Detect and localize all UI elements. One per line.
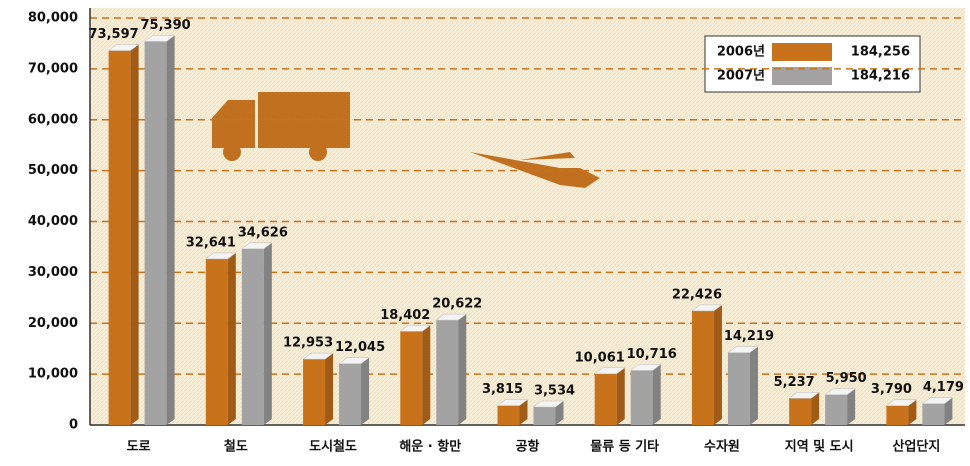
x-tick-label: 철도 (224, 439, 248, 455)
bar-top (921, 397, 954, 404)
bar-top (338, 357, 370, 364)
bar-top (824, 388, 856, 395)
legend-label: 2007년 (717, 69, 765, 84)
y-tick-label: 60,000 (28, 112, 78, 127)
value-label: 32,641 (186, 235, 236, 250)
bar-side (908, 399, 917, 425)
bar-top (496, 399, 529, 406)
bar-side (263, 242, 272, 425)
bar-top (629, 364, 662, 371)
x-tick-label: 도로 (127, 440, 151, 455)
bar-top (788, 392, 820, 399)
value-label: 18,402 (380, 308, 430, 323)
value-label: 12,953 (283, 336, 333, 351)
value-label: 22,426 (672, 287, 722, 302)
value-label: 20,622 (432, 297, 482, 312)
legend-swatch (772, 67, 832, 85)
bar-top (691, 304, 723, 312)
bar-top (532, 400, 565, 408)
value-label: 3,534 (534, 384, 575, 399)
x-tick-label: 산업단지 (892, 439, 940, 455)
bar-side (422, 325, 431, 425)
legend: 2006년 184,256 2007년 184,216 (704, 35, 921, 93)
bar (400, 331, 423, 425)
bar-side (713, 304, 722, 425)
bar (108, 50, 131, 426)
bar (594, 373, 617, 425)
bar-top (727, 346, 759, 353)
x-tick-label: 도시철도 (309, 439, 357, 455)
bar-top (302, 352, 334, 360)
y-tick-label: 10,000 (28, 367, 78, 382)
value-label: 14,219 (724, 329, 774, 344)
bar-side (227, 252, 236, 425)
value-label: 73,597 (89, 27, 139, 42)
bar (727, 352, 750, 425)
bar-top (143, 35, 176, 42)
bar-side (652, 364, 661, 425)
x-tick-label: 공항 (516, 439, 540, 455)
bar-side (847, 388, 856, 425)
bar-side (944, 397, 953, 425)
value-label: 12,045 (335, 340, 385, 355)
value-label: 5,237 (774, 375, 815, 390)
bar-side (458, 314, 467, 425)
bar-side (130, 44, 139, 426)
bar-side (811, 392, 820, 425)
legend-total: 184,216 (851, 69, 910, 84)
value-label: 10,061 (575, 350, 625, 365)
bar (303, 359, 326, 425)
legend-total: 184,256 (851, 45, 910, 60)
y-tick-label: 0 (69, 418, 78, 433)
y-tick-label: 70,000 (28, 61, 78, 76)
x-tick-label: 해운 · 항만 (399, 439, 461, 455)
y-tick-label: 20,000 (28, 316, 78, 331)
bar-side (616, 367, 625, 425)
bar (241, 248, 264, 425)
bar (789, 398, 812, 425)
bar (205, 258, 228, 425)
bar-side (555, 401, 564, 425)
bar-top (435, 313, 468, 321)
bar (144, 41, 167, 426)
bar-top (205, 252, 237, 260)
x-tick-label: 수자원 (704, 440, 740, 455)
value-label: 34,626 (238, 225, 288, 240)
bar (691, 310, 714, 425)
bar (533, 407, 556, 425)
bar-top (107, 44, 140, 51)
x-tick-label: 물류 등 기타 (590, 439, 659, 455)
value-label: 3,790 (871, 382, 912, 397)
bar-side (361, 357, 370, 425)
value-label: 3,815 (482, 382, 523, 397)
bar-side (325, 353, 334, 425)
bar (497, 405, 520, 425)
legend-label: 2006년 (717, 45, 765, 60)
value-label: 4,179 (923, 380, 964, 395)
x-tick-label: 지역 및 도시 (785, 439, 854, 455)
value-label: 10,716 (627, 347, 677, 362)
value-label: 75,390 (141, 18, 191, 33)
bar (886, 405, 909, 425)
y-tick-label: 50,000 (28, 163, 78, 178)
y-tick-label: 30,000 (28, 265, 78, 280)
bar-top (241, 242, 273, 250)
bar (825, 394, 848, 425)
bar-top (885, 399, 918, 406)
bar-side (519, 399, 528, 425)
bar (339, 363, 362, 425)
bar-side (749, 346, 758, 425)
y-tick-label: 40,000 (28, 214, 78, 229)
bar-top (399, 325, 432, 332)
y-tick-label: 80,000 (28, 11, 78, 26)
bar-side (166, 35, 175, 426)
bar (922, 403, 945, 425)
bar-top (593, 367, 626, 375)
bar (436, 320, 459, 425)
value-label: 5,950 (826, 371, 867, 386)
legend-swatch (772, 43, 832, 61)
bar (630, 370, 653, 425)
